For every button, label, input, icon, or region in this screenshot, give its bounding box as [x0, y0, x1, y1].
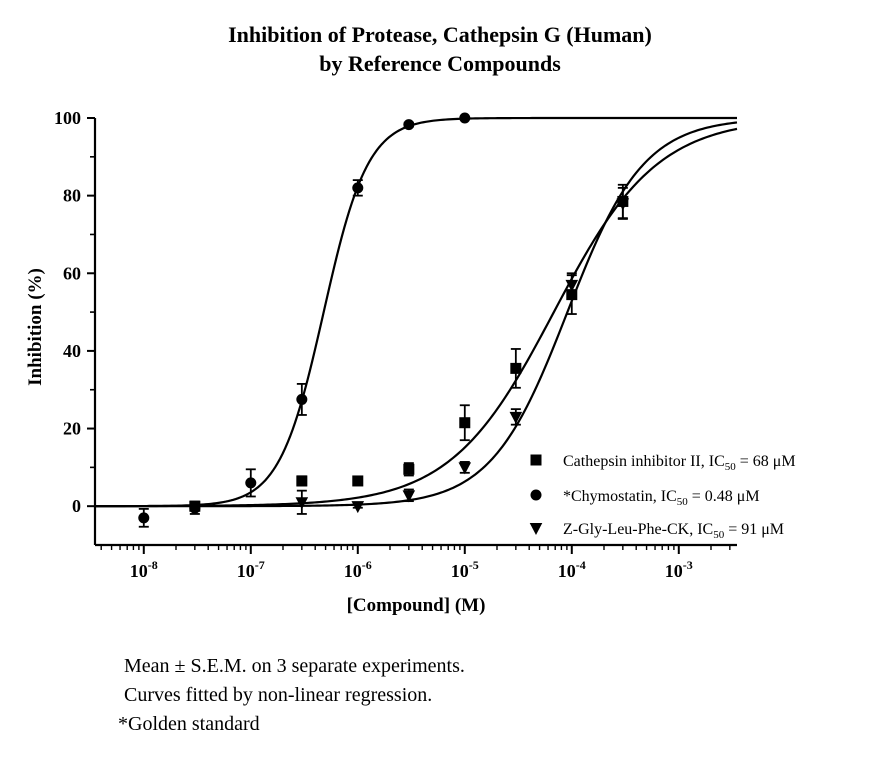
fit-curve	[95, 121, 738, 508]
data-point-circle	[403, 119, 415, 131]
x-tick-label: 10-3	[665, 558, 693, 581]
axes: 0 20 40 60 80 100 10-8 10-7 10-6 10-5 10-4 10-3	[54, 108, 737, 581]
x-tick-label: 10-4	[558, 558, 586, 581]
data-point-triangle	[509, 411, 523, 424]
data-point-circle	[459, 112, 471, 124]
x-tick-label: 10-8	[130, 558, 158, 581]
footnotes: Mean ± S.E.M. on 3 separate experiments.…	[118, 652, 465, 739]
data-point-triangle	[351, 501, 365, 514]
data-point-square	[296, 475, 308, 487]
data-point-circle	[189, 502, 201, 514]
data-point-triangle	[616, 198, 630, 211]
data-point-triangle	[529, 523, 543, 535]
y-axis-label: Inhibition (%)	[25, 268, 46, 386]
data-point-square	[403, 463, 415, 475]
data-point-circle	[296, 393, 308, 405]
data-point-square	[459, 417, 471, 429]
y-tick-label: 0	[72, 496, 81, 516]
data-point-triangle	[458, 462, 472, 475]
data-point-triangle	[295, 497, 309, 510]
x-tick-label: 10-5	[451, 558, 479, 581]
chart-title-line-1: Inhibition of Protease, Cathepsin G (Hum…	[228, 22, 652, 47]
data-point-square	[352, 475, 364, 487]
x-axis-label: [Compound] (M)	[347, 595, 486, 616]
y-tick-label: 40	[63, 341, 81, 361]
data-point-circle	[245, 477, 257, 489]
data-point-square	[530, 454, 542, 466]
y-tick-label: 100	[54, 108, 81, 128]
data-point-circle	[138, 512, 150, 524]
chart-title-line-2: by Reference Compounds	[319, 51, 561, 76]
y-tick-label: 60	[63, 263, 81, 283]
data-point-square	[510, 362, 522, 374]
fit-curve	[95, 127, 738, 508]
data-point-triangle	[565, 279, 579, 292]
y-tick-label: 80	[63, 186, 81, 206]
data-points	[138, 112, 630, 528]
data-point-triangle	[402, 490, 416, 503]
data-point-circle	[530, 489, 542, 501]
legend-entry: Z-Gly-Leu-Phe-CK, IC50 = 91 μM	[563, 521, 784, 541]
footnote-2: Curves fitted by non-linear regression.	[124, 684, 433, 706]
fit-curve	[95, 116, 737, 508]
legend: Cathepsin inhibitor II, IC50 = 68 μM *Chy…	[529, 453, 796, 541]
x-tick-label: 10-6	[344, 558, 372, 581]
data-point-circle	[352, 182, 364, 194]
footnote-1: Mean ± S.E.M. on 3 separate experiments.	[124, 655, 465, 677]
legend-entry: Cathepsin inhibitor II, IC50 = 68 μM	[563, 453, 796, 473]
footnote-3: *Golden standard	[118, 713, 260, 735]
fit-curves	[95, 116, 738, 508]
y-tick-label: 20	[63, 419, 81, 439]
chart-title: Inhibition of Protease, Cathepsin G (Hum…	[0, 20, 880, 78]
x-tick-label: 10-7	[237, 558, 265, 581]
legend-entry: *Chymostatin, IC50 = 0.48 μM	[563, 488, 760, 508]
